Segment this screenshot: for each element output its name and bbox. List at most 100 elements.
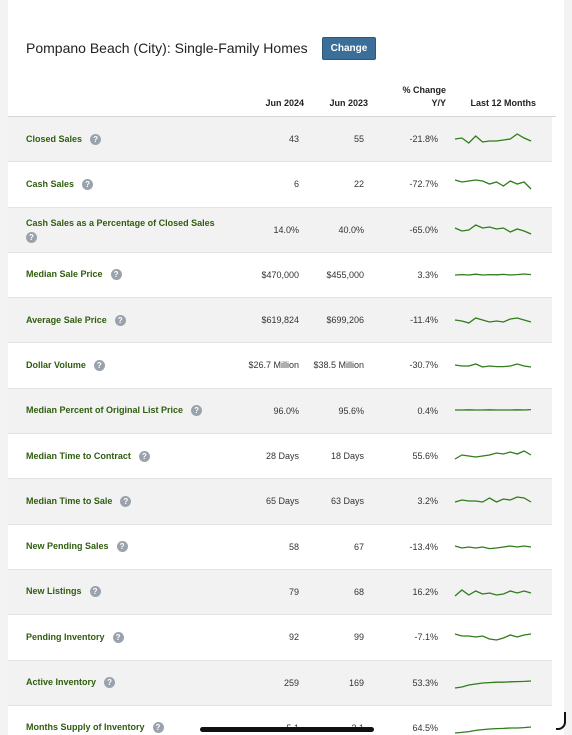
table-row: New Listings? 79 68 16.2%: [8, 569, 552, 616]
value-pct-change: -11.4%: [410, 315, 438, 326]
trend-sparkline: [454, 223, 532, 235]
help-icon[interactable]: ?: [26, 231, 37, 243]
metric-label: Months Supply of Inventory?: [26, 706, 236, 735]
value-jun-2024: $26.7 Million: [248, 360, 299, 371]
metric-name[interactable]: Median Percent of Original List Price: [26, 405, 184, 416]
help-icon[interactable]: ?: [116, 541, 128, 553]
help-icon[interactable]: ?: [114, 314, 126, 326]
metric-name[interactable]: Pending Inventory: [26, 631, 105, 642]
metric-label: Closed Sales?: [26, 117, 236, 161]
trend-line: [454, 223, 532, 235]
metric-name[interactable]: Closed Sales: [26, 133, 83, 144]
metric-name[interactable]: Median Time to Contract: [26, 450, 131, 461]
value-jun-2024: 65 Days: [265, 496, 299, 507]
value-jun-2023: $455,000: [326, 269, 364, 280]
trend-line: [454, 679, 532, 689]
trend-sparkline: [454, 450, 532, 460]
value-pct-change: -13.4%: [409, 541, 438, 552]
screen-corner: [556, 712, 566, 730]
value-pct-change: -7.1%: [414, 632, 438, 643]
home-indicator[interactable]: [200, 727, 374, 732]
value-jun-2023: 40.0%: [338, 224, 364, 235]
value-jun-2024: 259: [283, 677, 299, 688]
metric-name[interactable]: Median Sale Price: [26, 269, 103, 280]
trend-sparkline: [454, 679, 532, 689]
trend-line: [454, 273, 532, 276]
help-icon[interactable]: ?: [152, 722, 164, 734]
help-icon[interactable]: ?: [120, 495, 132, 507]
trend-sparkline: [454, 363, 532, 369]
metric-name[interactable]: Cash Sales: [26, 178, 75, 189]
value-jun-2024: 43: [288, 134, 299, 144]
metric-name[interactable]: Average Sale Price: [26, 314, 107, 325]
trend-line: [454, 589, 532, 597]
value-jun-2024: 79: [288, 586, 299, 597]
metric-label: Dollar Volume?: [26, 343, 236, 387]
help-icon[interactable]: ?: [82, 178, 94, 190]
trend-sparkline: [454, 317, 532, 324]
value-pct-change: -72.7%: [409, 179, 438, 190]
help-icon[interactable]: ?: [93, 359, 105, 371]
metric-label: Median Time to Sale?: [26, 479, 236, 523]
metric-name[interactable]: Months Supply of Inventory: [26, 722, 145, 733]
value-pct-change: -65.0%: [409, 224, 438, 235]
trend-line: [454, 317, 532, 324]
value-pct-change: -30.7%: [409, 360, 438, 371]
value-jun-2024: 14.0%: [273, 224, 299, 235]
metric-name[interactable]: Active Inventory: [26, 677, 97, 688]
metric-name[interactable]: New Pending Sales: [26, 541, 109, 552]
metric-name[interactable]: Dollar Volume: [26, 359, 86, 370]
trend-sparkline: [454, 133, 532, 144]
trend-sparkline: [455, 408, 532, 411]
metric-name[interactable]: Cash Sales as a Percentage of Closed Sal…: [26, 217, 215, 228]
trend-line: [454, 545, 532, 549]
title-row: Pompano Beach (City): Single-Family Home…: [26, 36, 377, 60]
trend-sparkline: [454, 545, 532, 549]
trend-line: [454, 363, 532, 369]
value-pct-change: 64.5%: [412, 722, 438, 733]
value-pct-change: -21.8%: [409, 134, 438, 144]
help-icon[interactable]: ?: [110, 269, 122, 281]
value-jun-2023: 68: [353, 586, 364, 597]
help-icon[interactable]: ?: [138, 450, 150, 462]
value-jun-2023: 22: [353, 179, 364, 190]
trend-sparkline: [454, 179, 532, 190]
table-row: Median Percent of Original List Price? 96…: [8, 388, 552, 435]
trend-line: [454, 726, 532, 734]
column-header-last-12-months: Last 12 Months: [470, 98, 536, 108]
value-jun-2023: 18 Days: [330, 451, 364, 462]
value-jun-2023: 67: [353, 541, 364, 552]
metric-name[interactable]: New Listings: [26, 586, 82, 597]
help-icon[interactable]: ?: [191, 405, 203, 417]
value-pct-change: 16.2%: [412, 586, 438, 597]
metric-label: Pending Inventory?: [26, 615, 236, 659]
trend-sparkline: [454, 633, 532, 641]
table-header: Jun 2024 Jun 2023 % Change Y/Y Last 12 M…: [8, 80, 556, 117]
table-row: Active Inventory? 259 169 53.3%: [8, 660, 552, 706]
metric-name[interactable]: Median Time to Sale: [26, 495, 113, 506]
page-title: Pompano Beach (City): Single-Family Home…: [26, 40, 308, 56]
table-row: Median Time to Sale? 65 Days 63 Days 3.2%: [8, 479, 552, 525]
help-icon[interactable]: ?: [112, 631, 124, 643]
value-jun-2024: 96.0%: [273, 405, 299, 416]
pct-change-line2: Y/Y: [431, 98, 446, 108]
value-jun-2024: 92: [288, 632, 299, 643]
help-icon[interactable]: ?: [104, 677, 116, 689]
table-row: Median Time to Contract? 28 Days 18 Days 55…: [8, 434, 552, 480]
value-pct-change: 3.3%: [417, 269, 438, 280]
help-icon[interactable]: ?: [90, 133, 102, 145]
value-jun-2024: 6: [293, 179, 299, 190]
column-header-jun-2024: Jun 2024: [265, 98, 304, 108]
metric-label: Cash Sales as a Percentage of Closed Sal…: [26, 208, 236, 252]
value-pct-change: 53.3%: [412, 677, 438, 688]
value-jun-2024: $470,000: [261, 269, 299, 280]
column-header-jun-2023: Jun 2023: [329, 98, 368, 108]
value-jun-2023: 95.6%: [338, 405, 364, 416]
help-icon[interactable]: ?: [89, 586, 101, 598]
metric-label: Median Percent of Original List Price?: [26, 389, 236, 433]
trend-sparkline: [454, 496, 532, 504]
value-jun-2023: $699,206: [326, 315, 364, 326]
table-row: Closed Sales? 43 55 -21.8%: [8, 117, 552, 163]
change-button[interactable]: Change: [321, 36, 377, 60]
table-row: New Pending Sales? 58 67 -13.4%: [8, 525, 552, 570]
